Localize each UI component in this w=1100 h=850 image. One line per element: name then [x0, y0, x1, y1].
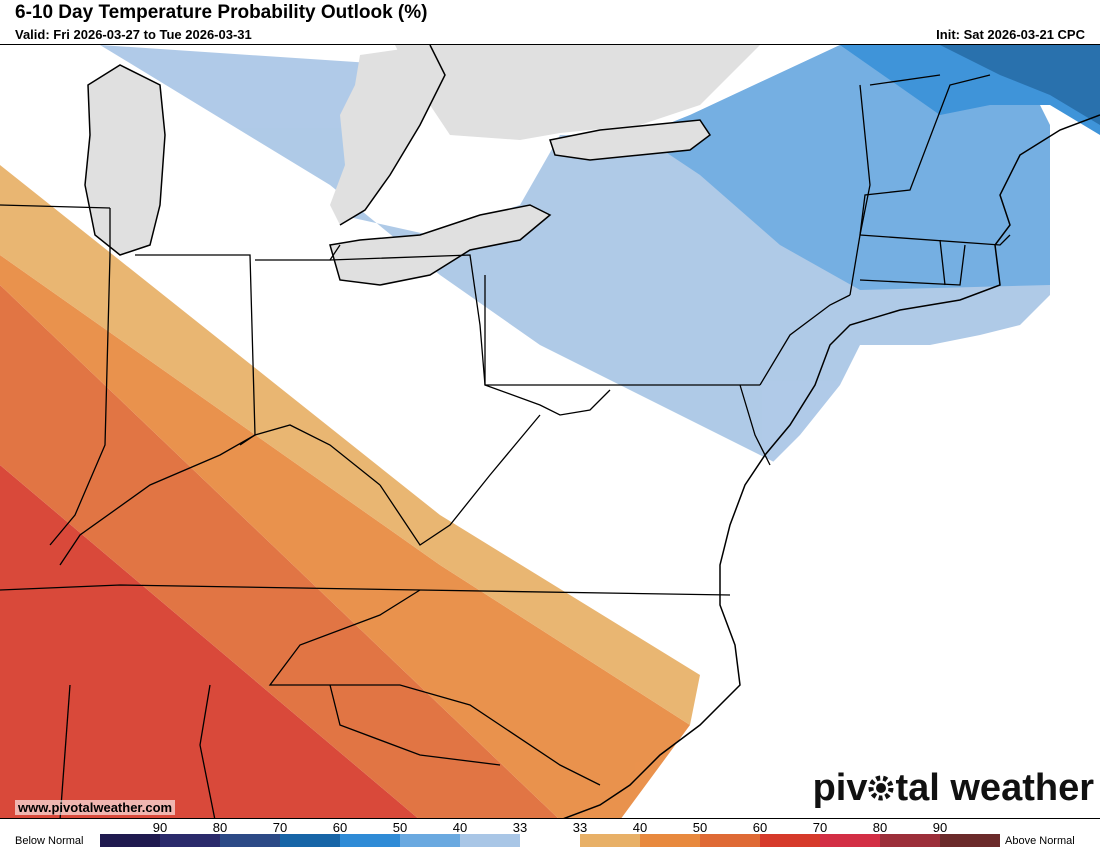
- probability-bands: [0, 45, 1100, 818]
- legend-tick-label: 33: [572, 820, 588, 835]
- legend-colorbar: [100, 834, 1000, 847]
- legend-tick-label: 40: [452, 820, 468, 835]
- band-above-33-40: [0, 165, 700, 725]
- legend-swatch: [700, 834, 760, 847]
- legend-tick-label: 70: [812, 820, 828, 835]
- header: 6-10 Day Temperature Probability Outlook…: [0, 0, 1100, 44]
- legend-below-label: Below Normal: [15, 835, 84, 847]
- legend-tick-label: 33: [512, 820, 528, 835]
- legend-swatch: [580, 834, 640, 847]
- lake-michigan: [85, 65, 165, 255]
- legend-swatch: [160, 834, 220, 847]
- legend-tick-label: 80: [872, 820, 888, 835]
- lake-ontario: [550, 120, 710, 160]
- legend: Below Normal 90 80 70 60 50 40 33 33 40 50 60 70 80 9…: [0, 819, 1100, 850]
- state-borders: [0, 74, 1011, 818]
- legend-tick-label: 50: [692, 820, 708, 835]
- legend-tick-label: 60: [332, 820, 348, 835]
- band-below-60-70: [940, 45, 1100, 125]
- map-canvas: [0, 45, 1100, 818]
- legend-swatch: [220, 834, 280, 847]
- legend-tick-label: 60: [752, 820, 768, 835]
- legend-tick-label: 80: [212, 820, 228, 835]
- map-title: 6-10 Day Temperature Probability Outlook…: [15, 2, 428, 23]
- legend-swatch: [520, 834, 580, 847]
- legend-tick-label: 90: [932, 820, 948, 835]
- legend-swatch: [760, 834, 820, 847]
- lake-erie: [330, 205, 550, 285]
- legend-swatch: [820, 834, 880, 847]
- legend-swatch: [340, 834, 400, 847]
- legend-swatch: [640, 834, 700, 847]
- canada-region: [395, 45, 760, 140]
- legend-swatch: [280, 834, 340, 847]
- band-above-40-50: [0, 255, 690, 818]
- legend-swatch: [460, 834, 520, 847]
- legend-tick-label: 40: [632, 820, 648, 835]
- legend-tick-label: 70: [272, 820, 288, 835]
- legend-tick-labels: 90 80 70 60 50 40 33 33 40 50 60 70 80 90: [100, 820, 1000, 835]
- legend-swatch: [400, 834, 460, 847]
- website-credit[interactable]: www.pivotalweather.com: [15, 800, 176, 815]
- lake-huron: [330, 45, 445, 225]
- init-time: Init: Sat 2026-03-21 CPC: [936, 27, 1085, 42]
- valid-period: Valid: Fri 2026-03-27 to Tue 2026-03-31: [15, 27, 252, 42]
- brand-logo-left: piv: [812, 767, 868, 809]
- atlantic-coast: [641, 285, 1100, 818]
- coastlines: [84, 45, 1100, 818]
- legend-swatch: [100, 834, 160, 847]
- legend-swatch: [880, 834, 940, 847]
- brand-logo-right: tal weather: [895, 767, 1094, 809]
- brand-logo: piv tal weather: [813, 767, 1094, 810]
- legend-tick-label: 90: [152, 820, 168, 835]
- legend-above-label: Above Normal: [1005, 835, 1075, 847]
- map-area[interactable]: www.pivotalweather.com piv tal weather: [0, 44, 1100, 819]
- legend-tick-label: 50: [392, 820, 408, 835]
- legend-swatch: [940, 834, 1000, 847]
- gear-icon: [868, 775, 894, 801]
